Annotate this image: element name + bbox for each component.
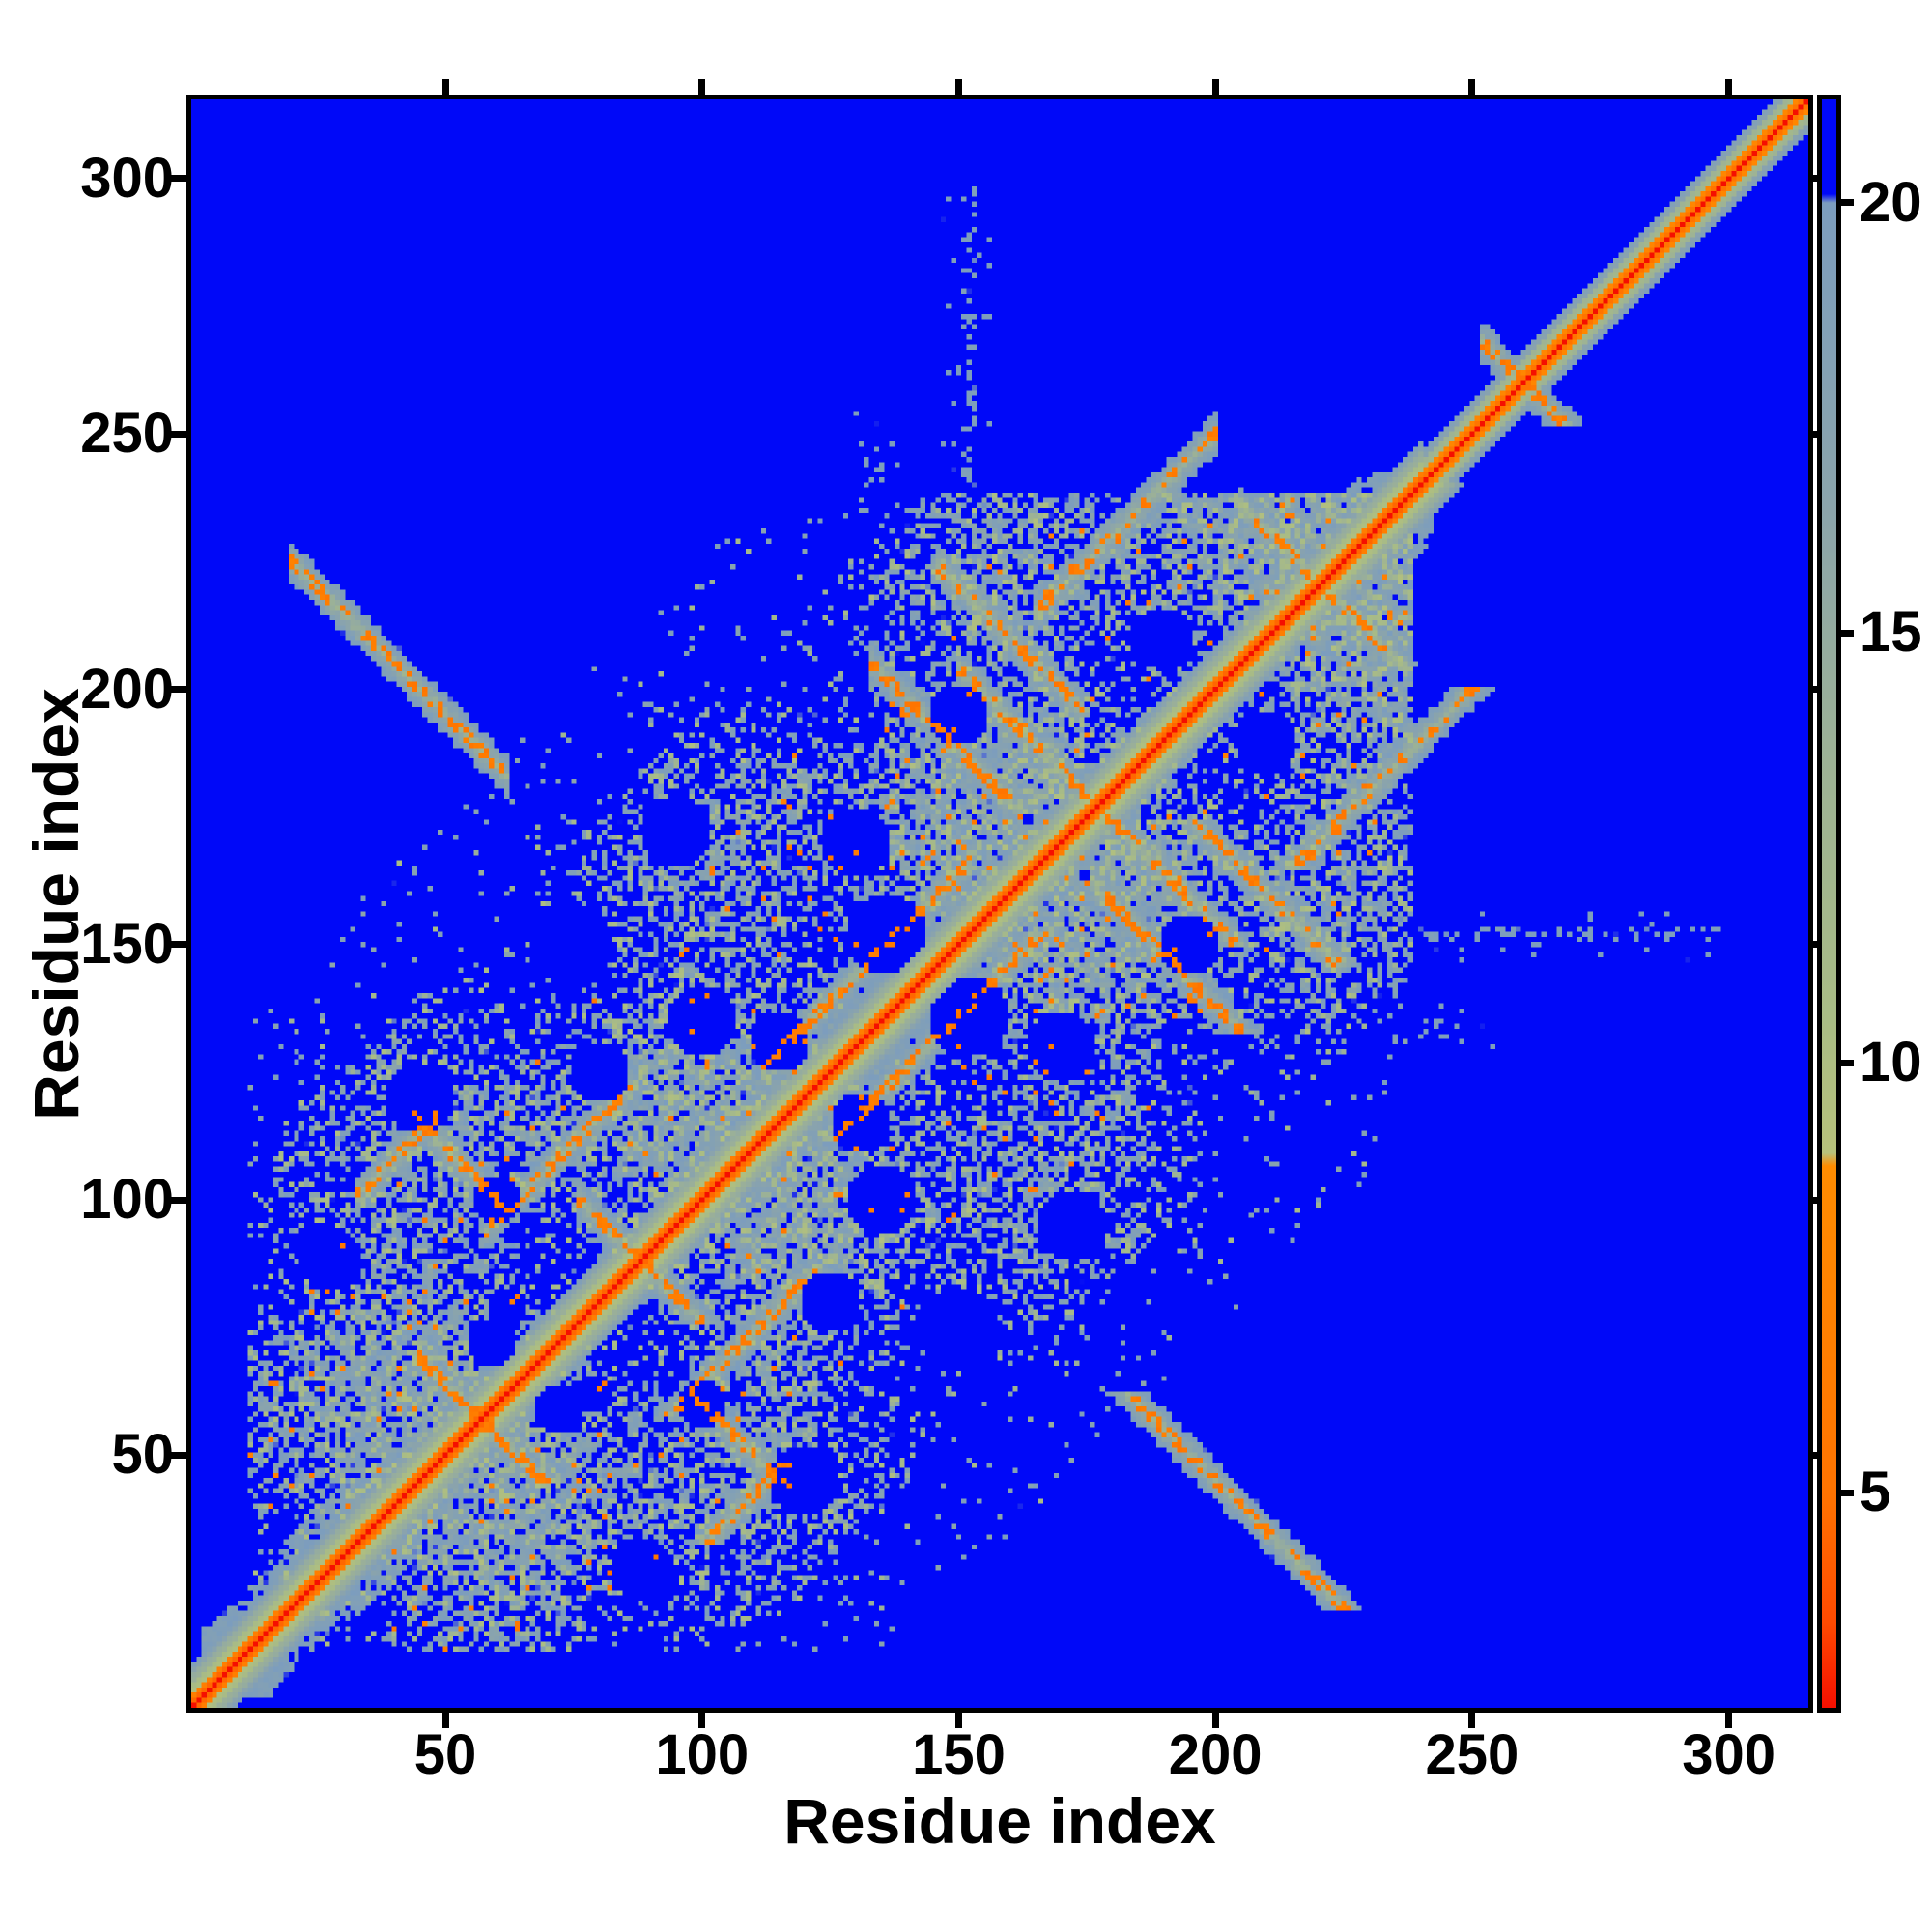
y-axis-title: Residue index [20, 688, 92, 1121]
x-tick-bottom [1211, 1713, 1219, 1728]
colorbar [1817, 95, 1841, 1713]
y-tick-left [171, 430, 186, 438]
x-tick-label: 100 [655, 1723, 750, 1786]
colorbar-tick [1841, 199, 1854, 207]
distance-map-heatmap [191, 99, 1808, 1708]
x-tick-label: 50 [413, 1723, 477, 1786]
x-tick-bottom [1468, 1713, 1476, 1728]
colorbar-tick [1841, 1059, 1854, 1066]
y-tick-left [171, 1451, 186, 1459]
y-tick-label: 200 [80, 657, 174, 721]
y-tick-left [171, 1196, 186, 1204]
y-tick-label: 100 [80, 1168, 174, 1232]
x-tick-label: 200 [1168, 1723, 1263, 1786]
y-tick-left [171, 941, 186, 949]
colorbar-tick [1841, 1489, 1854, 1496]
colorbar-gradient [1822, 99, 1836, 1708]
y-tick-left [171, 175, 186, 183]
x-tick-top [1468, 79, 1476, 95]
x-tick-label: 250 [1425, 1723, 1520, 1786]
x-tick-label: 150 [912, 1723, 1006, 1786]
y-tick-label: 50 [111, 1423, 174, 1487]
y-tick-label: 150 [80, 912, 174, 976]
x-tick-top [698, 79, 706, 95]
colorbar-tick [1841, 629, 1854, 637]
colorbar-tick-label: 20 [1860, 170, 1922, 234]
x-tick-bottom [441, 1713, 449, 1728]
x-tick-top [1211, 79, 1219, 95]
y-tick-label: 250 [80, 402, 174, 466]
colorbar-tick-label: 15 [1860, 601, 1922, 665]
y-tick-left [171, 686, 186, 693]
y-tick-label: 300 [80, 146, 174, 210]
x-tick-label: 300 [1682, 1723, 1776, 1786]
x-axis-title: Residue index [783, 1785, 1216, 1857]
x-tick-top [1725, 79, 1733, 95]
x-tick-top [441, 79, 449, 95]
x-tick-top [954, 79, 962, 95]
x-tick-bottom [698, 1713, 706, 1728]
x-tick-bottom [954, 1713, 962, 1728]
plot-frame [186, 95, 1813, 1713]
x-tick-bottom [1725, 1713, 1733, 1728]
colorbar-tick-label: 10 [1860, 1031, 1922, 1094]
colorbar-tick-label: 5 [1860, 1461, 1891, 1524]
